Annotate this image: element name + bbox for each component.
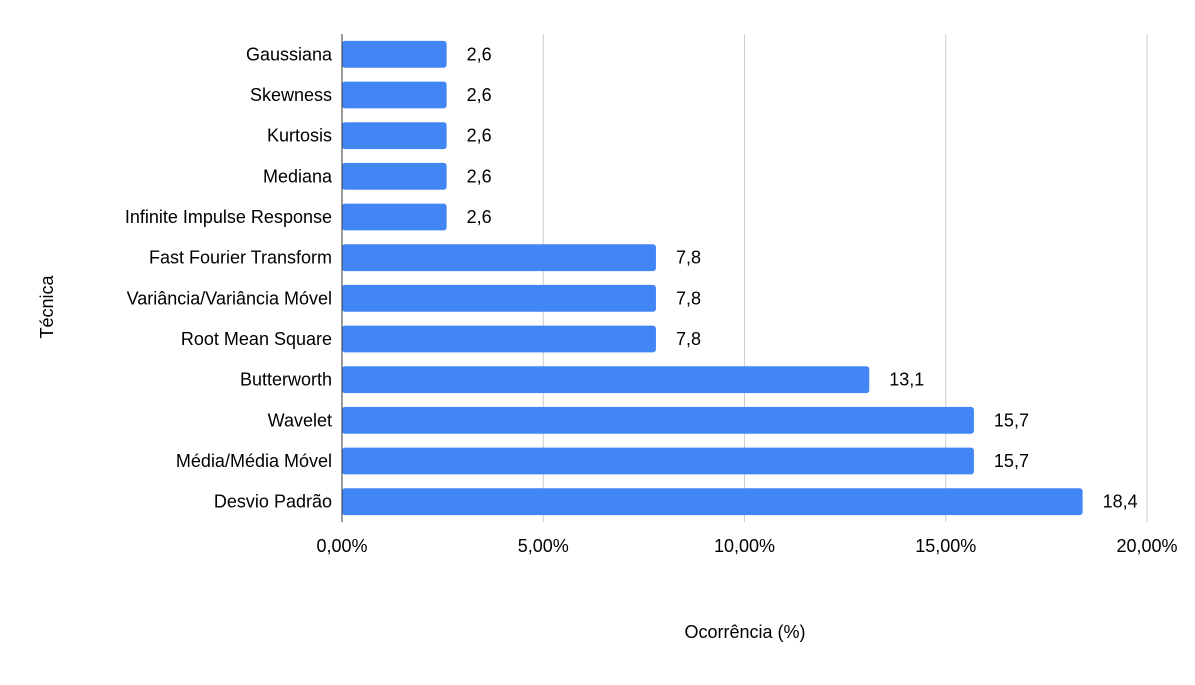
x-axis-title: Ocorrência (%) <box>684 622 805 642</box>
bar <box>342 406 974 434</box>
bar <box>342 366 870 394</box>
data-label: 2,6 <box>467 44 492 64</box>
bar <box>342 40 447 68</box>
x-tick-label: 20,00% <box>1116 536 1177 556</box>
data-label: 2,6 <box>467 166 492 186</box>
y-tick-label: Desvio Padrão <box>214 492 332 512</box>
data-label: 18,4 <box>1103 492 1138 512</box>
bar <box>342 203 447 231</box>
labels: 0,00% 5,00% 10,00% 15,00% 20,00% Gaussiana 2,6… <box>125 44 1178 556</box>
gridlines <box>542 34 1148 522</box>
y-tick-label: Root Mean Square <box>181 329 332 349</box>
x-tick-label: 5,00% <box>518 536 569 556</box>
y-tick-label: Kurtosis <box>267 126 332 146</box>
x-tick-label: 15,00% <box>915 536 976 556</box>
bar <box>342 81 447 109</box>
data-label: 7,8 <box>676 288 701 308</box>
y-tick-label: Skewness <box>250 85 332 105</box>
bars <box>342 40 1083 516</box>
x-tick-label: 10,00% <box>714 536 775 556</box>
data-label: 13,1 <box>889 370 924 390</box>
data-label: 15,7 <box>994 410 1029 430</box>
y-tick-label: Butterworth <box>240 370 332 390</box>
y-tick-label: Mediana <box>263 166 333 186</box>
bar <box>342 488 1083 516</box>
y-tick-label: Média/Média Móvel <box>176 451 332 471</box>
y-axis-title: Técnica <box>37 275 57 339</box>
bar <box>342 244 656 272</box>
bar <box>342 122 447 150</box>
data-label: 7,8 <box>676 329 701 349</box>
bar <box>342 447 974 475</box>
data-label: 15,7 <box>994 451 1029 471</box>
bar <box>342 325 656 353</box>
y-tick-label: Variância/Variância Móvel <box>127 288 332 308</box>
data-label: 2,6 <box>467 126 492 146</box>
y-tick-label: Infinite Impulse Response <box>125 207 332 227</box>
data-label: 7,8 <box>676 248 701 268</box>
bar <box>342 162 447 190</box>
bar <box>342 284 656 312</box>
data-label: 2,6 <box>467 207 492 227</box>
x-tick-label: 0,00% <box>316 536 367 556</box>
y-tick-label: Wavelet <box>268 410 332 430</box>
y-tick-label: Gaussiana <box>246 44 333 64</box>
data-label: 2,6 <box>467 85 492 105</box>
y-tick-label: Fast Fourier Transform <box>149 248 332 268</box>
